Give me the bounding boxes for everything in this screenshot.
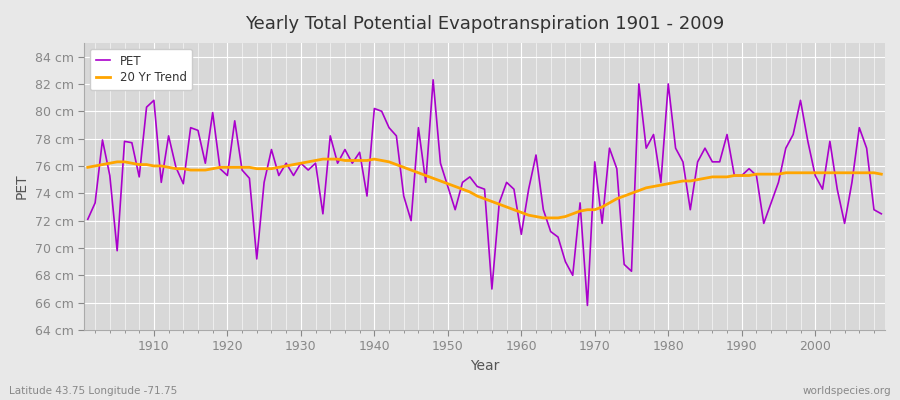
20 Yr Trend — [523, 213, 534, 218]
PET — [302, 168, 313, 172]
20 Yr Trend — [876, 172, 886, 176]
PET — [523, 187, 534, 192]
PET — [83, 217, 94, 222]
20 Yr Trend — [83, 165, 94, 170]
Line: 20 Yr Trend: 20 Yr Trend — [88, 159, 881, 218]
PET — [876, 212, 886, 216]
20 Yr Trend — [318, 157, 328, 162]
Title: Yearly Total Potential Evapotranspiration 1901 - 2009: Yearly Total Potential Evapotranspiratio… — [245, 15, 724, 33]
PET — [346, 161, 357, 166]
PET — [428, 78, 438, 82]
20 Yr Trend — [619, 194, 630, 198]
Y-axis label: PET: PET — [15, 174, 29, 199]
20 Yr Trend — [516, 210, 526, 215]
PET — [516, 232, 526, 237]
X-axis label: Year: Year — [470, 359, 500, 373]
PET — [619, 262, 630, 267]
20 Yr Trend — [355, 158, 365, 163]
20 Yr Trend — [538, 216, 549, 220]
Line: PET: PET — [88, 80, 881, 306]
20 Yr Trend — [141, 162, 152, 167]
20 Yr Trend — [302, 160, 313, 164]
Legend: PET, 20 Yr Trend: PET, 20 Yr Trend — [90, 49, 193, 90]
Text: worldspecies.org: worldspecies.org — [803, 386, 891, 396]
PET — [141, 105, 152, 110]
PET — [582, 303, 593, 308]
Text: Latitude 43.75 Longitude -71.75: Latitude 43.75 Longitude -71.75 — [9, 386, 177, 396]
